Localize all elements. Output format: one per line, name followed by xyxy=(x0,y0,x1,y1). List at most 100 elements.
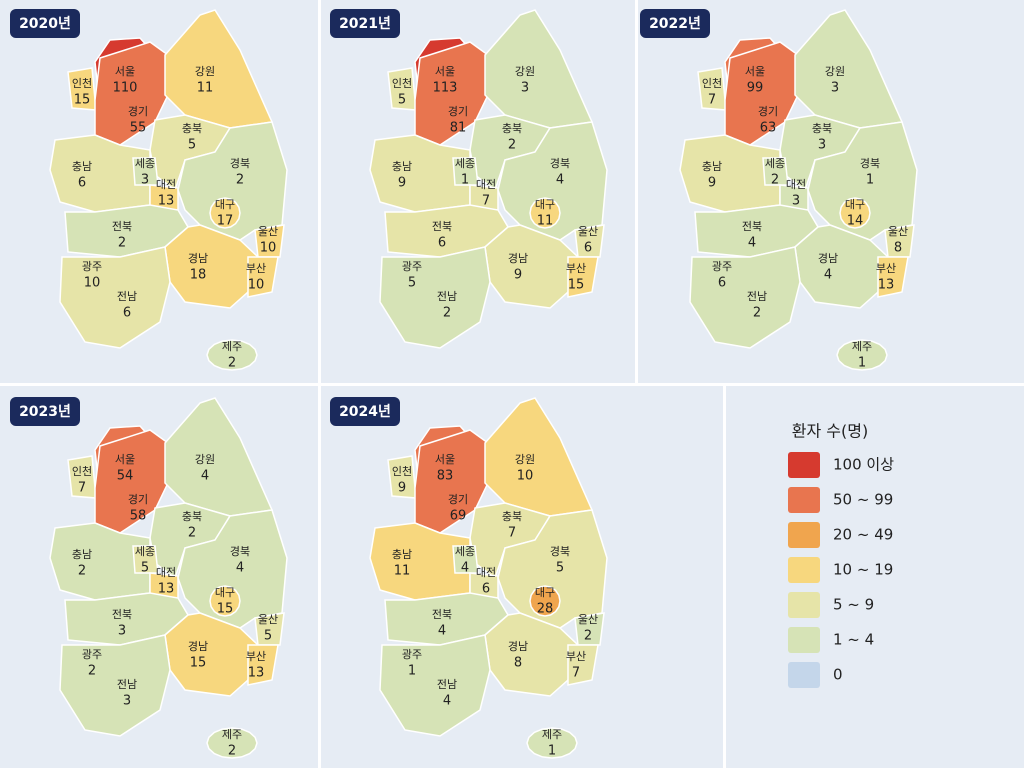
region-value: 2 xyxy=(78,564,86,579)
region-name: 광주 xyxy=(82,260,102,273)
region-value: 9 xyxy=(398,176,406,191)
region-shape xyxy=(877,256,909,298)
region-name: 전남 xyxy=(437,678,457,691)
region-shape xyxy=(574,224,605,258)
legend-label: 10 ~ 19 xyxy=(833,561,893,579)
region-shape xyxy=(884,224,915,258)
region-shape xyxy=(762,157,789,186)
region-value: 17 xyxy=(217,214,234,229)
legend-title: 환자 수(명) xyxy=(792,422,868,441)
region-value: 2 xyxy=(443,306,451,321)
year-badge xyxy=(640,9,710,38)
region-name: 제주 xyxy=(542,728,562,741)
region-value: 2 xyxy=(236,173,244,188)
region-name: 경남 xyxy=(188,252,208,265)
region-value: 3 xyxy=(831,81,839,96)
legend-label: 50 ~ 99 xyxy=(833,491,893,509)
legend-swatch xyxy=(788,557,820,583)
region-shape xyxy=(132,545,159,574)
region-name: 충북 xyxy=(502,122,522,135)
region-value: 10 xyxy=(260,241,277,256)
region-value: 1 xyxy=(548,744,556,759)
region-value: 5 xyxy=(264,629,272,644)
region-name: 부산 xyxy=(566,650,586,663)
region-name: 경기 xyxy=(128,105,148,118)
region-value: 13 xyxy=(158,194,175,209)
region-value: 9 xyxy=(514,268,522,283)
region-value: 7 xyxy=(482,194,490,209)
region-name: 충남 xyxy=(392,160,412,173)
region-value: 6 xyxy=(718,276,726,291)
region-name: 서울 xyxy=(745,65,765,78)
region-value: 3 xyxy=(818,138,826,153)
region-value: 13 xyxy=(878,278,895,293)
region-name: 경기 xyxy=(448,105,468,118)
region-shape xyxy=(529,197,561,229)
region-name: 강원 xyxy=(195,453,215,466)
year-badge xyxy=(330,397,400,426)
region-name: 울산 xyxy=(578,225,598,238)
region-value: 5 xyxy=(141,561,149,576)
region-name: 인천 xyxy=(72,76,92,90)
region-value: 9 xyxy=(398,481,406,496)
region-value: 81 xyxy=(450,121,467,136)
region-value: 3 xyxy=(123,694,131,709)
year-label: 2024년 xyxy=(339,404,391,420)
region-value: 3 xyxy=(141,173,149,188)
region-value: 6 xyxy=(482,582,490,597)
region-name: 전북 xyxy=(432,220,452,233)
region-value: 7 xyxy=(572,666,580,681)
region-value: 1 xyxy=(461,173,469,188)
region-value: 3 xyxy=(521,81,529,96)
region-shape xyxy=(247,256,279,298)
region-value: 15 xyxy=(74,93,91,108)
region-value: 4 xyxy=(438,624,446,639)
region-name: 서울 xyxy=(115,453,135,466)
region-value: 6 xyxy=(584,241,592,256)
region-name: 대구 xyxy=(535,198,555,211)
region-name: 광주 xyxy=(402,260,422,273)
legend-bg xyxy=(726,386,1024,768)
region-name: 충북 xyxy=(182,510,202,523)
region-name: 부산 xyxy=(246,262,266,275)
region-shape xyxy=(209,197,241,229)
region-value: 7 xyxy=(708,93,716,108)
region-value: 3 xyxy=(792,194,800,209)
legend-label: 0 xyxy=(833,666,843,684)
region-value: 15 xyxy=(217,602,234,617)
region-value: 6 xyxy=(438,236,446,251)
region-name: 경북 xyxy=(230,157,250,170)
region-name: 대구 xyxy=(845,198,865,211)
region-value: 2 xyxy=(228,744,236,759)
region-value: 55 xyxy=(130,121,147,136)
region-shape xyxy=(209,585,241,617)
region-name: 강원 xyxy=(195,65,215,78)
region-shape xyxy=(247,644,279,686)
region-name: 충북 xyxy=(812,122,832,135)
region-name: 울산 xyxy=(258,225,278,238)
region-shape xyxy=(452,545,479,574)
region-name: 울산 xyxy=(888,225,908,238)
region-value: 10 xyxy=(84,276,101,291)
region-name: 인천 xyxy=(702,76,722,90)
region-name: 전북 xyxy=(742,220,762,233)
region-name: 경북 xyxy=(860,157,880,170)
region-value: 4 xyxy=(748,236,756,251)
region-value: 6 xyxy=(123,306,131,321)
region-name: 세종 xyxy=(765,157,785,170)
region-shape xyxy=(839,197,871,229)
region-name: 경기 xyxy=(128,493,148,506)
region-shape xyxy=(59,246,171,349)
region-value: 18 xyxy=(190,268,207,283)
region-name: 대전 xyxy=(476,178,496,191)
region-shape xyxy=(379,634,491,737)
region-value: 2 xyxy=(188,526,196,541)
region-value: 2 xyxy=(584,629,592,644)
region-value: 13 xyxy=(248,666,265,681)
region-name: 부산 xyxy=(566,262,586,275)
region-shape xyxy=(567,644,599,686)
region-name: 충남 xyxy=(72,160,92,173)
region-value: 5 xyxy=(408,276,416,291)
